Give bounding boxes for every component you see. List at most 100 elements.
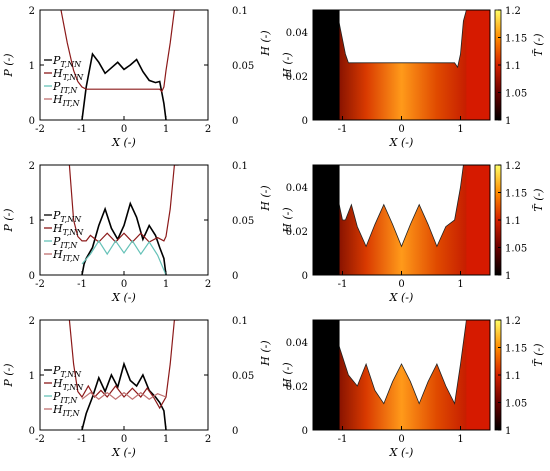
solid-zone-right	[466, 165, 490, 275]
x-tick-label: -1	[77, 124, 87, 135]
y-axis-label: H (-)	[281, 52, 294, 78]
x-axis-label: X (-)	[111, 291, 136, 304]
y-left-tick-label: 0	[29, 271, 35, 282]
y-tick-label: 0	[302, 116, 308, 127]
x-tick-label: 1	[457, 279, 463, 290]
y-tick-label: 0.04	[286, 338, 308, 349]
series-p-t-nn	[81, 201, 167, 275]
solid-zone-right	[466, 320, 490, 430]
series-h-t-nn	[68, 165, 179, 243]
y-left-tick-label: 2	[29, 6, 35, 17]
x-tick-label: 2	[205, 434, 211, 445]
colorbar-tick-label: 1.2	[505, 316, 521, 327]
colorbar-tick-label: 1.05	[505, 399, 527, 410]
solid-zone-left	[313, 10, 340, 120]
x-tick-label: 1	[163, 434, 169, 445]
y-left-tick-label: 0	[29, 116, 35, 127]
series-p-t-nn	[81, 361, 167, 430]
solid-zone-left	[313, 165, 340, 275]
y-right-axis-label: H (-)	[259, 340, 272, 366]
x-axis-label: X (-)	[111, 446, 136, 459]
y-right-tick-label: 0.1	[232, 161, 248, 172]
x-axis-label: X (-)	[389, 446, 414, 459]
y-right-tick-label: 0	[232, 426, 238, 437]
y-right-tick-label: 0	[232, 116, 238, 127]
x-tick-label: 2	[205, 279, 211, 290]
colorbar-tick-label: 1.2	[505, 161, 521, 172]
y-left-axis-label: P (-)	[2, 53, 15, 77]
heatmap-panel-3: -1 0 1X (-)00.020.04H (-)11.051.11.151.2T̃…	[281, 316, 545, 459]
legend-label: PIT,N	[52, 390, 78, 405]
legend-label: HIT,N	[52, 248, 80, 263]
y-left-tick-label: 0	[29, 426, 35, 437]
y-left-tick-label: 1	[29, 61, 35, 72]
y-right-axis-label: H (-)	[259, 30, 272, 56]
legend-label: HIT,N	[52, 93, 80, 108]
colorbar-tick-label: 1.05	[505, 89, 527, 100]
y-right-tick-label: 0.1	[232, 316, 248, 327]
series-h-it-n	[81, 391, 167, 400]
x-tick-label: -2	[35, 279, 45, 290]
x-tick-label: -1	[77, 434, 87, 445]
legend-label: PT,NN	[52, 54, 82, 69]
y-right-tick-label: 0.1	[232, 6, 248, 17]
x-tick-label: -2	[35, 124, 45, 135]
colorbar-label: T̃ (-)	[532, 343, 545, 366]
y-left-tick-label: 2	[29, 161, 35, 172]
x-tick-label: -2	[35, 434, 45, 445]
colorbar-tick-label: 1.15	[505, 344, 527, 355]
legend-label: HT,NN	[52, 377, 84, 392]
colorbar-tick-label: 1.05	[505, 244, 527, 255]
x-tick-label: 1	[457, 434, 463, 445]
y-tick-label: 0.04	[286, 28, 308, 39]
y-tick-label: 0.02	[286, 227, 308, 238]
y-tick-label: 0.04	[286, 183, 308, 194]
x-tick-label: 0	[121, 434, 127, 445]
x-tick-label: -1	[338, 434, 348, 445]
y-right-axis-label: H (-)	[259, 185, 272, 211]
legend-label: HIT,N	[52, 403, 80, 418]
x-tick-label: 0	[121, 279, 127, 290]
legend-label: PT,NN	[52, 209, 82, 224]
colorbar-tick-label: 1.2	[505, 6, 521, 17]
legend-label: PIT,N	[52, 80, 78, 95]
legend-label: HT,NN	[52, 67, 84, 82]
x-tick-label: 0	[121, 124, 127, 135]
colorbar-tick-label: 1	[505, 426, 511, 437]
temperature-field	[312, 319, 491, 431]
colorbar-tick-label: 1	[505, 271, 511, 282]
y-left-axis-label: P (-)	[2, 208, 15, 232]
x-tick-label: 0	[398, 434, 404, 445]
solid-zone-left	[313, 320, 340, 430]
x-tick-label: -1	[338, 124, 348, 135]
y-tick-label: 0	[302, 426, 308, 437]
heatmap-panel-2: -1 0 1X (-)00.020.04H (-)11.051.11.151.2T̃…	[281, 161, 545, 304]
colorbar-tick-label: 1.15	[505, 34, 527, 45]
colorbar-tick-label: 1.1	[505, 61, 521, 72]
colorbar-tick-label: 1	[505, 116, 511, 127]
colorbar-label: T̃ (-)	[532, 33, 545, 56]
x-tick-label: 1	[163, 279, 169, 290]
legend-label: PIT,N	[52, 235, 78, 250]
colorbar-label: T̃ (-)	[532, 188, 545, 211]
y-left-tick-label: 1	[29, 371, 35, 382]
y-axis-label: H (-)	[281, 362, 294, 388]
x-tick-label: 0	[398, 124, 404, 135]
series-h-t-nn	[60, 10, 179, 93]
x-tick-label: 1	[457, 124, 463, 135]
y-tick-label: 0	[302, 271, 308, 282]
y-left-axis-label: P (-)	[2, 363, 15, 387]
x-axis-label: X (-)	[111, 136, 136, 149]
colorbar-tick-label: 1.15	[505, 189, 527, 200]
x-tick-label: -1	[77, 279, 87, 290]
y-left-tick-label: 1	[29, 216, 35, 227]
y-axis-label: H (-)	[281, 207, 294, 233]
colorbar-tick-label: 1.1	[505, 216, 521, 227]
legend-label: HT,NN	[52, 222, 84, 237]
y-right-tick-label: 0.05	[232, 371, 254, 382]
